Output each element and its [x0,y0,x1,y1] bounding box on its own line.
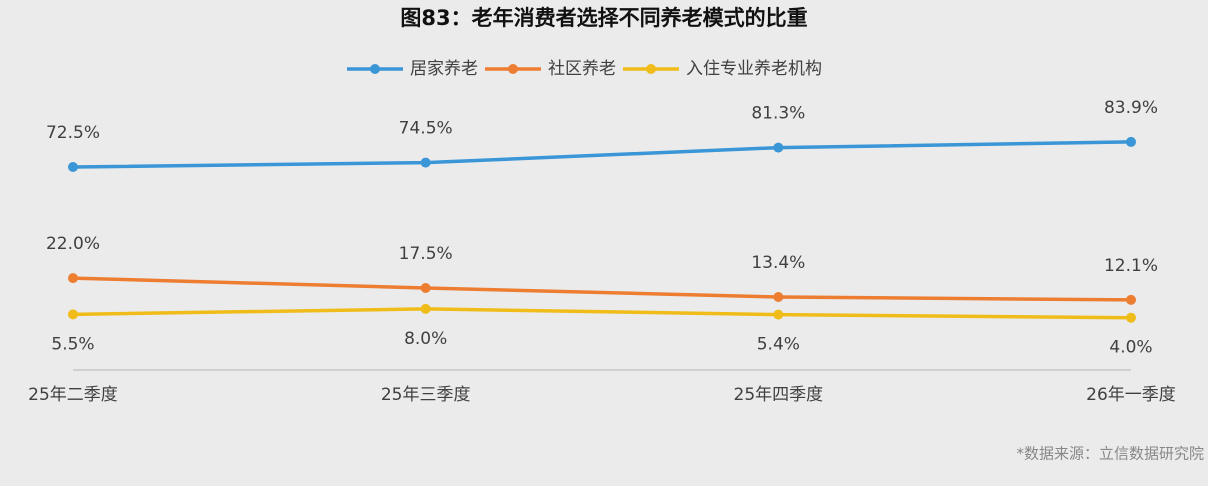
data-label: 5.4% [757,335,800,355]
series-line [72,140,1132,169]
x-tick-label: 25年二季度 [28,385,118,405]
legend-label: 社区养老 [548,59,616,79]
x-tick-label: 25年四季度 [734,385,824,405]
data-label: 13.4% [751,253,805,273]
legend-marker [508,64,518,74]
x-tick-label: 26年一季度 [1086,385,1176,405]
source-note: *数据来源：立信数据研究院 [1016,445,1204,463]
data-point [1126,136,1136,147]
data-label: 12.1% [1104,256,1158,276]
data-point [68,273,78,284]
series-line [72,307,1132,320]
data-label: 74.5% [399,119,453,139]
data-label: 8.0% [404,329,447,349]
legend-marker [646,64,656,74]
data-point [68,309,78,320]
data-label: 22.0% [46,234,100,254]
data-label: 81.3% [751,104,805,124]
data-label: 72.5% [46,123,100,143]
data-point [773,309,784,320]
data-point [773,292,784,303]
x-tick-label: 25年三季度 [381,385,471,405]
data-point [1126,312,1136,323]
legend-marker [370,64,380,74]
data-label: 83.9% [1104,98,1158,118]
data-label: 4.0% [1109,338,1152,358]
legend-label: 居家养老 [410,59,478,79]
chart-title: 图83：老年消费者选择不同养老模式的比重 [400,6,807,30]
data-point [420,283,431,293]
data-point [1126,294,1136,305]
data-point [420,157,431,168]
data-point [68,162,78,172]
data-point [773,142,784,153]
series-line [72,276,1132,302]
data-label: 5.5% [51,334,94,354]
data-point [420,303,431,314]
legend-label: 入住专业养老机构 [686,59,822,79]
data-label: 17.5% [399,244,453,264]
